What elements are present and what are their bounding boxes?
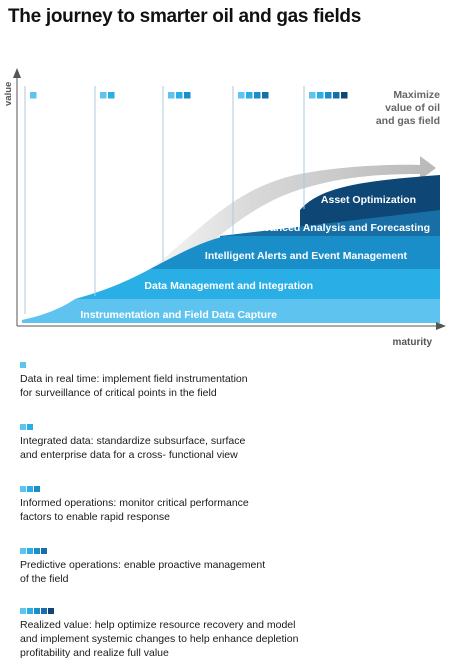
stage-description: Informed operations: monitor critical pe… xyxy=(20,497,249,523)
stage-squares xyxy=(20,486,450,492)
stage-square xyxy=(20,486,26,492)
goal-label-line: Maximize xyxy=(393,89,440,101)
stage-item-3: Informed operations: monitor critical pe… xyxy=(20,486,450,524)
stage-marker-square xyxy=(309,92,316,99)
stage-marker-square xyxy=(238,92,245,99)
stage-marker-square xyxy=(254,92,261,99)
stage-squares xyxy=(20,362,450,368)
goal-label: Maximize value of oil and gas field xyxy=(376,89,440,127)
growth-arrow xyxy=(30,156,436,318)
goal-label-line: value of oil xyxy=(385,102,440,114)
stage-marker-square xyxy=(168,92,175,99)
stage-square xyxy=(27,486,33,492)
stage-markers xyxy=(30,92,348,99)
stage-description: Integrated data: standardize subsurface,… xyxy=(20,435,246,461)
x-axis-label: maturity xyxy=(393,337,433,348)
stage-square xyxy=(41,548,47,554)
stage-description: Data in real time: implement field instr… xyxy=(20,373,248,399)
stage-marker-square xyxy=(30,92,37,99)
stage-square xyxy=(27,424,33,430)
layer-label-asset-optimization: Asset Optimization xyxy=(321,194,416,206)
layer-instrumentation xyxy=(22,299,440,323)
stage-square xyxy=(48,608,54,614)
stage-square xyxy=(34,608,40,614)
stage-description: Realized value: help optimize resource r… xyxy=(20,619,299,659)
stage-description: Predictive operations: enable proactive … xyxy=(20,559,266,585)
stage-squares xyxy=(20,548,450,554)
goal-label-line: and gas field xyxy=(376,115,440,127)
maturity-diagram: Asset Optimization Advanced Analysis and… xyxy=(0,56,457,356)
stage-marker-square xyxy=(108,92,115,99)
stage-square xyxy=(34,548,40,554)
stage-item-4: Predictive operations: enable proactive … xyxy=(20,548,450,586)
page-title: The journey to smarter oil and gas field… xyxy=(8,6,362,27)
stage-item-5: Realized value: help optimize resource r… xyxy=(20,608,450,660)
stage-square xyxy=(41,608,47,614)
stage-marker-square xyxy=(341,92,348,99)
stage-square xyxy=(20,608,26,614)
stage-square xyxy=(20,548,26,554)
stage-marker-square xyxy=(333,92,340,99)
maturity-diagram-svg: Asset Optimization Advanced Analysis and… xyxy=(3,68,446,348)
stage-square xyxy=(27,608,33,614)
y-axis-label: value xyxy=(3,82,14,106)
stage-marker-square xyxy=(262,92,269,99)
stage-square xyxy=(20,424,26,430)
stage-square xyxy=(20,362,26,368)
layer-label-advanced-analysis: Advanced Analysis and Forecasting xyxy=(250,222,430,234)
stage-item-2: Integrated data: standardize subsurface,… xyxy=(20,424,450,462)
layer-label-instrumentation: Instrumentation and Field Data Capture xyxy=(80,309,277,321)
stage-marker-square xyxy=(100,92,107,99)
stage-marker-square xyxy=(246,92,253,99)
y-axis-arrowhead xyxy=(13,68,21,78)
stage-marker-square xyxy=(317,92,324,99)
layer-label-intelligent-alerts: Intelligent Alerts and Event Management xyxy=(205,250,408,262)
stage-marker-square xyxy=(184,92,191,99)
stage-squares xyxy=(20,608,450,614)
stage-squares xyxy=(20,424,450,430)
stage-marker-square xyxy=(325,92,332,99)
stage-marker-square xyxy=(176,92,183,99)
stage-item-1: Data in real time: implement field instr… xyxy=(20,362,450,400)
x-axis-arrowhead xyxy=(436,322,446,330)
layer-label-data-management: Data Management and Integration xyxy=(144,280,313,292)
stage-square xyxy=(34,486,40,492)
stage-square xyxy=(27,548,33,554)
